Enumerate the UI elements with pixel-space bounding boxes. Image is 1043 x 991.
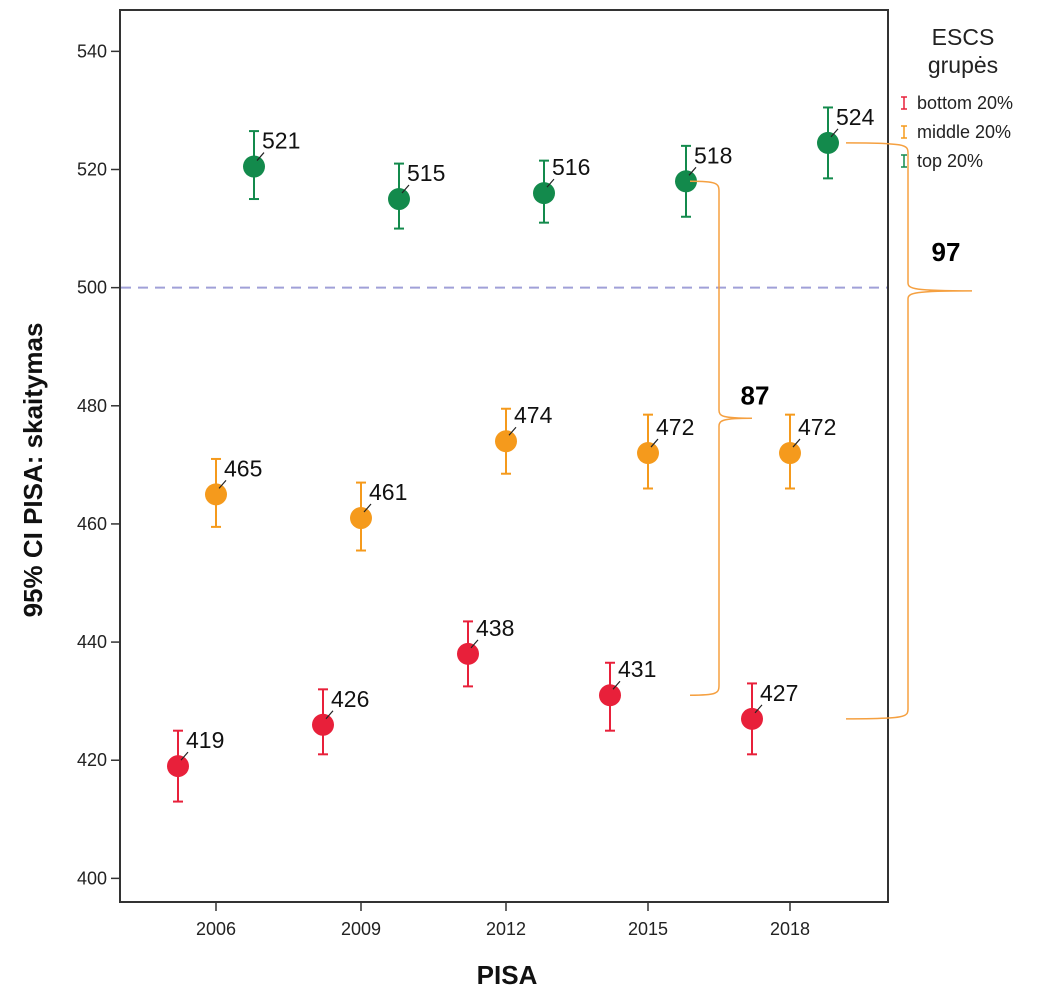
data-point [457,642,479,665]
data-point [243,155,265,178]
series-middle-20: 465 461 474 472 472 [205,402,836,552]
legend-label: bottom 20% [917,93,1013,113]
label-leader [218,480,227,489]
data-point [205,483,227,506]
label-leader [754,704,763,714]
legend-title-line1: ESCS [932,24,995,50]
y-tick-label: 400 [77,868,107,888]
data-label: 524 [836,104,875,130]
y-tick-label: 440 [77,632,107,652]
y-tick-label: 480 [77,396,107,416]
x-tick-label: 2009 [341,919,381,939]
series-bottom-20: 419 426 438 431 427 [167,615,798,803]
legend-item: middle 20% [901,122,1011,142]
data-point [167,755,189,778]
label-leader [256,152,265,161]
label-leader [792,438,801,448]
data-label: 426 [331,686,369,712]
data-label: 438 [476,615,514,641]
data-label: 431 [618,656,656,682]
legend: ESCS grupės bottom 20% middle 20% top 20% [901,24,1013,171]
legend-item: bottom 20% [901,93,1013,113]
label-leader [401,184,410,194]
x-tick-label: 2012 [486,919,526,939]
x-tick-label: 2018 [770,919,810,939]
y-tick-label: 540 [77,41,107,61]
data-point [312,713,334,736]
data-point [779,442,801,465]
gap-label-97: 97 [932,237,961,267]
data-label: 419 [186,727,224,753]
data-point [817,131,839,154]
data-label: 472 [798,414,836,440]
label-leader [180,751,189,761]
label-leader [470,639,479,649]
y-tick-label: 520 [77,159,107,179]
y-tick-label: 460 [77,514,107,534]
data-label: 515 [407,160,445,186]
y-axis-title: 95% CI PISA: skaitymas [18,323,48,618]
legend-title-line2: grupės [928,52,998,78]
x-axis-title: PISA [477,960,538,990]
gap-label-87: 87 [741,380,770,410]
x-tick-label: 2015 [628,919,668,939]
label-leader [612,680,621,690]
x-axis: 2006 2009 2012 2015 2018 [196,902,810,939]
y-tick-label: 500 [77,278,107,298]
data-label: 521 [262,128,300,154]
data-label: 465 [224,455,262,481]
label-leader [363,503,372,513]
label-leader [688,166,697,176]
legend-item: top 20% [901,151,983,171]
data-point [388,188,410,211]
label-leader [508,426,517,436]
data-label: 472 [656,414,694,440]
label-leader [325,710,334,720]
label-leader [546,178,555,188]
label-leader [830,128,839,138]
data-label: 461 [369,479,407,505]
gap-bracket-87 [689,180,753,696]
data-point [599,684,621,707]
data-point [495,430,517,453]
data-point [533,182,555,205]
data-point [637,442,659,465]
y-axis: 400 420 440 460 480 500 520 540 [77,41,120,888]
data-point [741,707,763,730]
data-point [350,507,372,530]
x-tick-label: 2006 [196,919,236,939]
gap-brackets: 87 97 [689,142,973,720]
data-label: 518 [694,142,732,168]
series-top-20: 521 515 516 518 524 [243,104,875,230]
data-label: 474 [514,402,553,428]
data-point [675,170,697,193]
data-label: 516 [552,154,590,180]
y-tick-label: 420 [77,750,107,770]
legend-label: middle 20% [917,122,1011,142]
label-leader [650,438,659,448]
plot-frame [119,9,889,903]
data-label: 427 [760,680,798,706]
gap-bracket-97 [845,142,973,720]
legend-label: top 20% [917,151,983,171]
